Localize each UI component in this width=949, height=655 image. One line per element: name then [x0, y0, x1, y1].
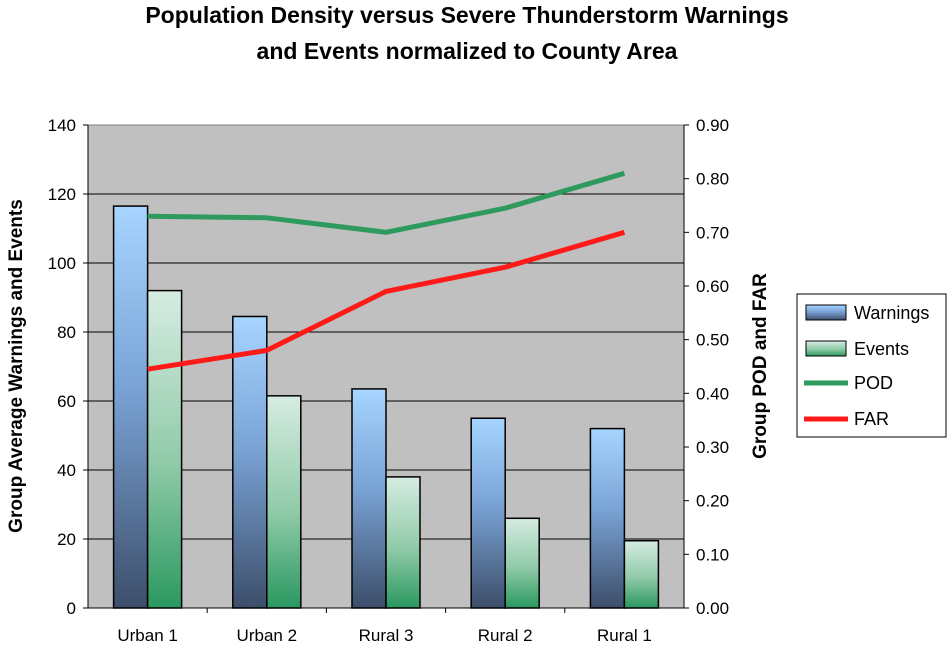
y-tick-label: 60	[57, 392, 76, 411]
y2-tick-label: 0.00	[696, 599, 729, 618]
legend: Warnings Events POD FAR	[796, 293, 947, 438]
bar-events	[623, 539, 660, 609]
chart-subtitle: and Events normalized to County Area	[257, 38, 678, 64]
bar-events	[385, 476, 421, 609]
y2-tick-label: 0.50	[696, 331, 729, 350]
y-tick-label: 140	[48, 116, 76, 135]
y-tick-label: 0	[67, 599, 76, 618]
y2-tick-label: 0.10	[696, 545, 729, 564]
bar-warnings	[112, 205, 149, 609]
y2-tick-label: 0.80	[696, 170, 729, 189]
chart-title: Population Density versus Severe Thunder…	[145, 2, 788, 28]
y2-tick-label: 0.40	[696, 384, 729, 403]
y-tick-label: 100	[48, 254, 76, 273]
bar-warnings	[589, 427, 626, 609]
y2-tick-label: 0.30	[696, 438, 729, 457]
gridlines	[88, 193, 684, 540]
bars	[112, 205, 660, 609]
x-tick-label: Rural 3	[359, 626, 414, 645]
y-axis-title: Group Average Warnings and Events	[6, 199, 27, 533]
bar-events	[266, 395, 302, 609]
y-tick-label: 80	[57, 323, 76, 342]
y2-tick-label: 0.60	[696, 277, 729, 296]
legend-label-warnings: Warnings	[854, 303, 929, 323]
bar-warnings	[232, 315, 268, 609]
bar-events	[146, 289, 183, 609]
y-tick-label: 120	[48, 185, 76, 204]
bar-warnings	[351, 388, 387, 609]
axis-ticks: 0 20 40 60 80 100 120 140 0.00 0.10 0.20 0.30 0.40 0.…	[48, 116, 729, 645]
y2-tick-label: 0.90	[696, 116, 729, 135]
legend-swatch-warnings	[805, 304, 847, 321]
bar-warnings	[470, 417, 506, 609]
y2-tick-label: 0.20	[696, 492, 729, 511]
x-tick-label: Urban 2	[237, 626, 297, 645]
y-tick-label: 20	[57, 530, 76, 549]
lines	[147, 170, 626, 372]
x-tick-label: Rural 1	[597, 626, 652, 645]
line-pod	[147, 170, 626, 235]
legend-label-far: FAR	[854, 409, 889, 429]
y2-axis-title: Group POD and FAR	[750, 273, 771, 459]
x-tick-label: Urban 1	[117, 626, 177, 645]
line-far	[147, 229, 626, 372]
y-tick-label: 40	[57, 461, 76, 480]
bar-events	[504, 517, 540, 609]
x-tick-label: Rural 2	[478, 626, 533, 645]
legend-label-events: Events	[854, 339, 909, 359]
legend-label-pod: POD	[854, 373, 893, 393]
legend-swatch-events	[805, 340, 847, 357]
y2-tick-label: 0.70	[696, 223, 729, 242]
